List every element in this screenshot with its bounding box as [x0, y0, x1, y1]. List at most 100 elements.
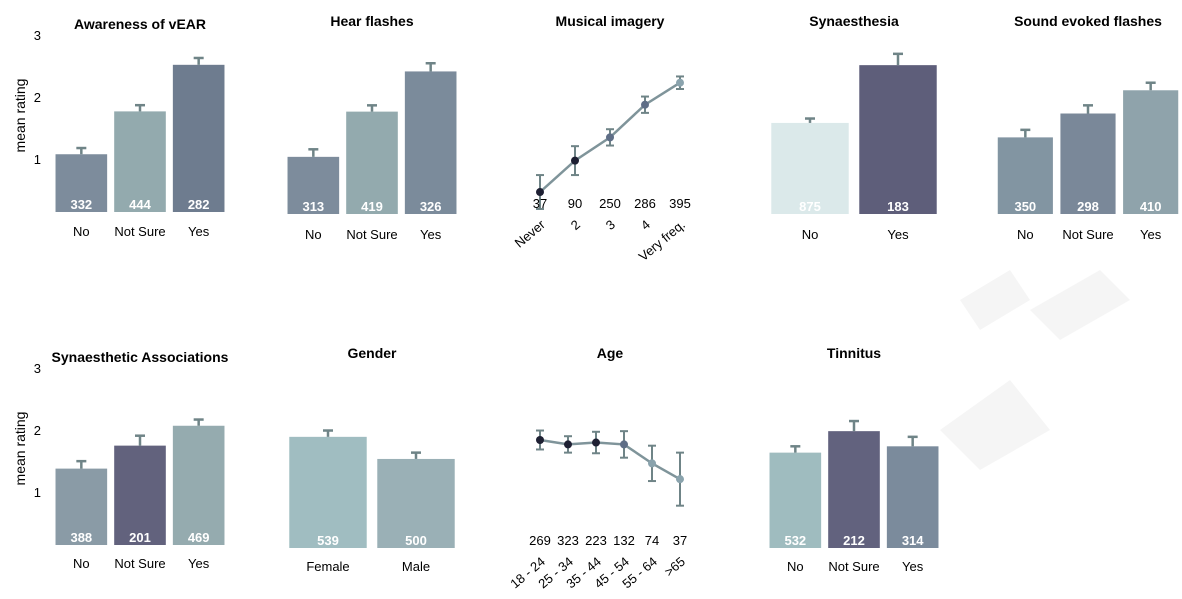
count-label: 539: [317, 533, 339, 548]
bar-yes: [173, 426, 225, 545]
data-point: [536, 436, 544, 444]
bar-not-sure: [828, 431, 880, 548]
data-point: [620, 440, 628, 448]
data-point: [648, 459, 656, 467]
x-tick-label: Yes: [902, 559, 924, 574]
watermark-background: [940, 270, 1130, 470]
count-label: 469: [188, 530, 210, 545]
data-point: [564, 440, 572, 448]
count-label: 37: [673, 533, 687, 548]
panel-awareness-of-vear: Awareness of vEAR mean rating 1 2 3 332 No 444 N…: [12, 16, 224, 239]
x-tick-label: No: [1017, 227, 1034, 242]
x-tick-label: Yes: [188, 224, 210, 239]
count-label: 395: [669, 196, 691, 211]
x-tick-label: Not Sure: [114, 224, 165, 239]
x-tick-label: No: [787, 559, 804, 574]
count-label: 201: [129, 530, 151, 545]
x-tick-label: Male: [402, 559, 430, 574]
count-label: 875: [799, 199, 821, 214]
bar-yes: [173, 65, 225, 212]
x-tick-label: Yes: [188, 556, 210, 571]
x-tick-label: Yes: [887, 227, 909, 242]
data-point: [606, 133, 614, 141]
count-label: 419: [361, 199, 383, 214]
x-tick-label: No: [73, 556, 90, 571]
count-label: 286: [634, 196, 656, 211]
count-label: 500: [405, 533, 427, 548]
y-axis-label: mean rating: [12, 79, 28, 153]
count-label: 532: [784, 533, 806, 548]
x-tick-label: Not Sure: [114, 556, 165, 571]
count-label: 132: [613, 533, 635, 548]
count-label: 212: [843, 533, 865, 548]
x-tick-label: No: [802, 227, 819, 242]
x-tick-label: Never: [512, 216, 549, 250]
count-label: 74: [645, 533, 659, 548]
panel-title: Age: [597, 345, 624, 361]
panel-title: Sound evoked flashes: [1014, 13, 1162, 29]
panel-title: Tinnitus: [827, 345, 881, 361]
count-label: 350: [1014, 199, 1036, 214]
count-label: 410: [1140, 199, 1162, 214]
panel-sound-evoked-flashes: Sound evoked flashes 350 No 298 Not Sure 410 Y…: [998, 13, 1178, 242]
panel-title: Gender: [347, 345, 397, 361]
x-tick-label: 2: [568, 217, 583, 233]
panel-gender: Gender 539 Female 500 Male: [289, 345, 454, 574]
bar-yes: [1123, 90, 1178, 214]
panel-title: Synaesthesia: [809, 13, 899, 29]
panel-title: Synaesthetic Associations: [52, 349, 229, 365]
x-tick-label: Female: [306, 559, 349, 574]
y-tick-label: 3: [34, 361, 41, 376]
data-point: [571, 157, 579, 165]
x-tick-label: Not Sure: [828, 559, 879, 574]
count-label: 326: [420, 199, 442, 214]
count-label: 250: [599, 196, 621, 211]
bar-female: [289, 437, 366, 548]
count-label: 282: [188, 197, 210, 212]
panel-synaesthesia: Synaesthesia 875 No 183 Yes: [771, 13, 936, 242]
count-label: 332: [70, 197, 92, 212]
series-line: [540, 440, 680, 479]
y-tick-label: 3: [34, 28, 41, 43]
y-axis-label: mean rating: [12, 412, 28, 486]
y-tick-label: 1: [34, 152, 41, 167]
count-label: 298: [1077, 199, 1099, 214]
count-label: 388: [70, 530, 92, 545]
x-tick-label: Not Sure: [1062, 227, 1113, 242]
y-tick-label: 2: [34, 423, 41, 438]
data-point: [641, 101, 649, 109]
count-label: 313: [302, 199, 324, 214]
panel-musical-imagery: Musical imagery37Never90225032864395Very…: [512, 13, 691, 264]
panel-title: Musical imagery: [556, 13, 665, 29]
x-tick-label: >65: [661, 554, 688, 580]
x-tick-label: Yes: [1140, 227, 1162, 242]
y-tick-label: 2: [34, 90, 41, 105]
count-label: 183: [887, 199, 909, 214]
panel-tinnitus: Tinnitus 532 No 212 Not Sure 314 Yes: [770, 345, 939, 574]
data-point: [536, 188, 544, 196]
count-label: 269: [529, 533, 551, 548]
panel-title: Awareness of vEAR: [74, 16, 206, 32]
count-label: 444: [129, 197, 151, 212]
data-point: [676, 79, 684, 87]
count-label: 314: [902, 533, 924, 548]
count-label: 223: [585, 533, 607, 548]
panel-synaesthetic-associations: Synaesthetic Associations mean rating 1 2 3 3…: [12, 349, 229, 571]
y-tick-label: 1: [34, 485, 41, 500]
data-point: [676, 475, 684, 483]
x-tick-label: Yes: [420, 227, 442, 242]
count-label: 323: [557, 533, 579, 548]
bar-yes: [405, 71, 457, 214]
x-tick-label: 4: [638, 217, 653, 233]
count-label: 90: [568, 196, 582, 211]
panel-title: Hear flashes: [330, 13, 413, 29]
x-tick-label: 3: [603, 217, 618, 233]
x-tick-label: No: [305, 227, 322, 242]
bar-yes: [859, 65, 936, 214]
count-label: 37: [533, 196, 547, 211]
panel-hear-flashes: Hear flashes 313 No 419 Not Sure 326 Yes: [288, 13, 457, 242]
data-point: [592, 439, 600, 447]
x-tick-label: Not Sure: [346, 227, 397, 242]
